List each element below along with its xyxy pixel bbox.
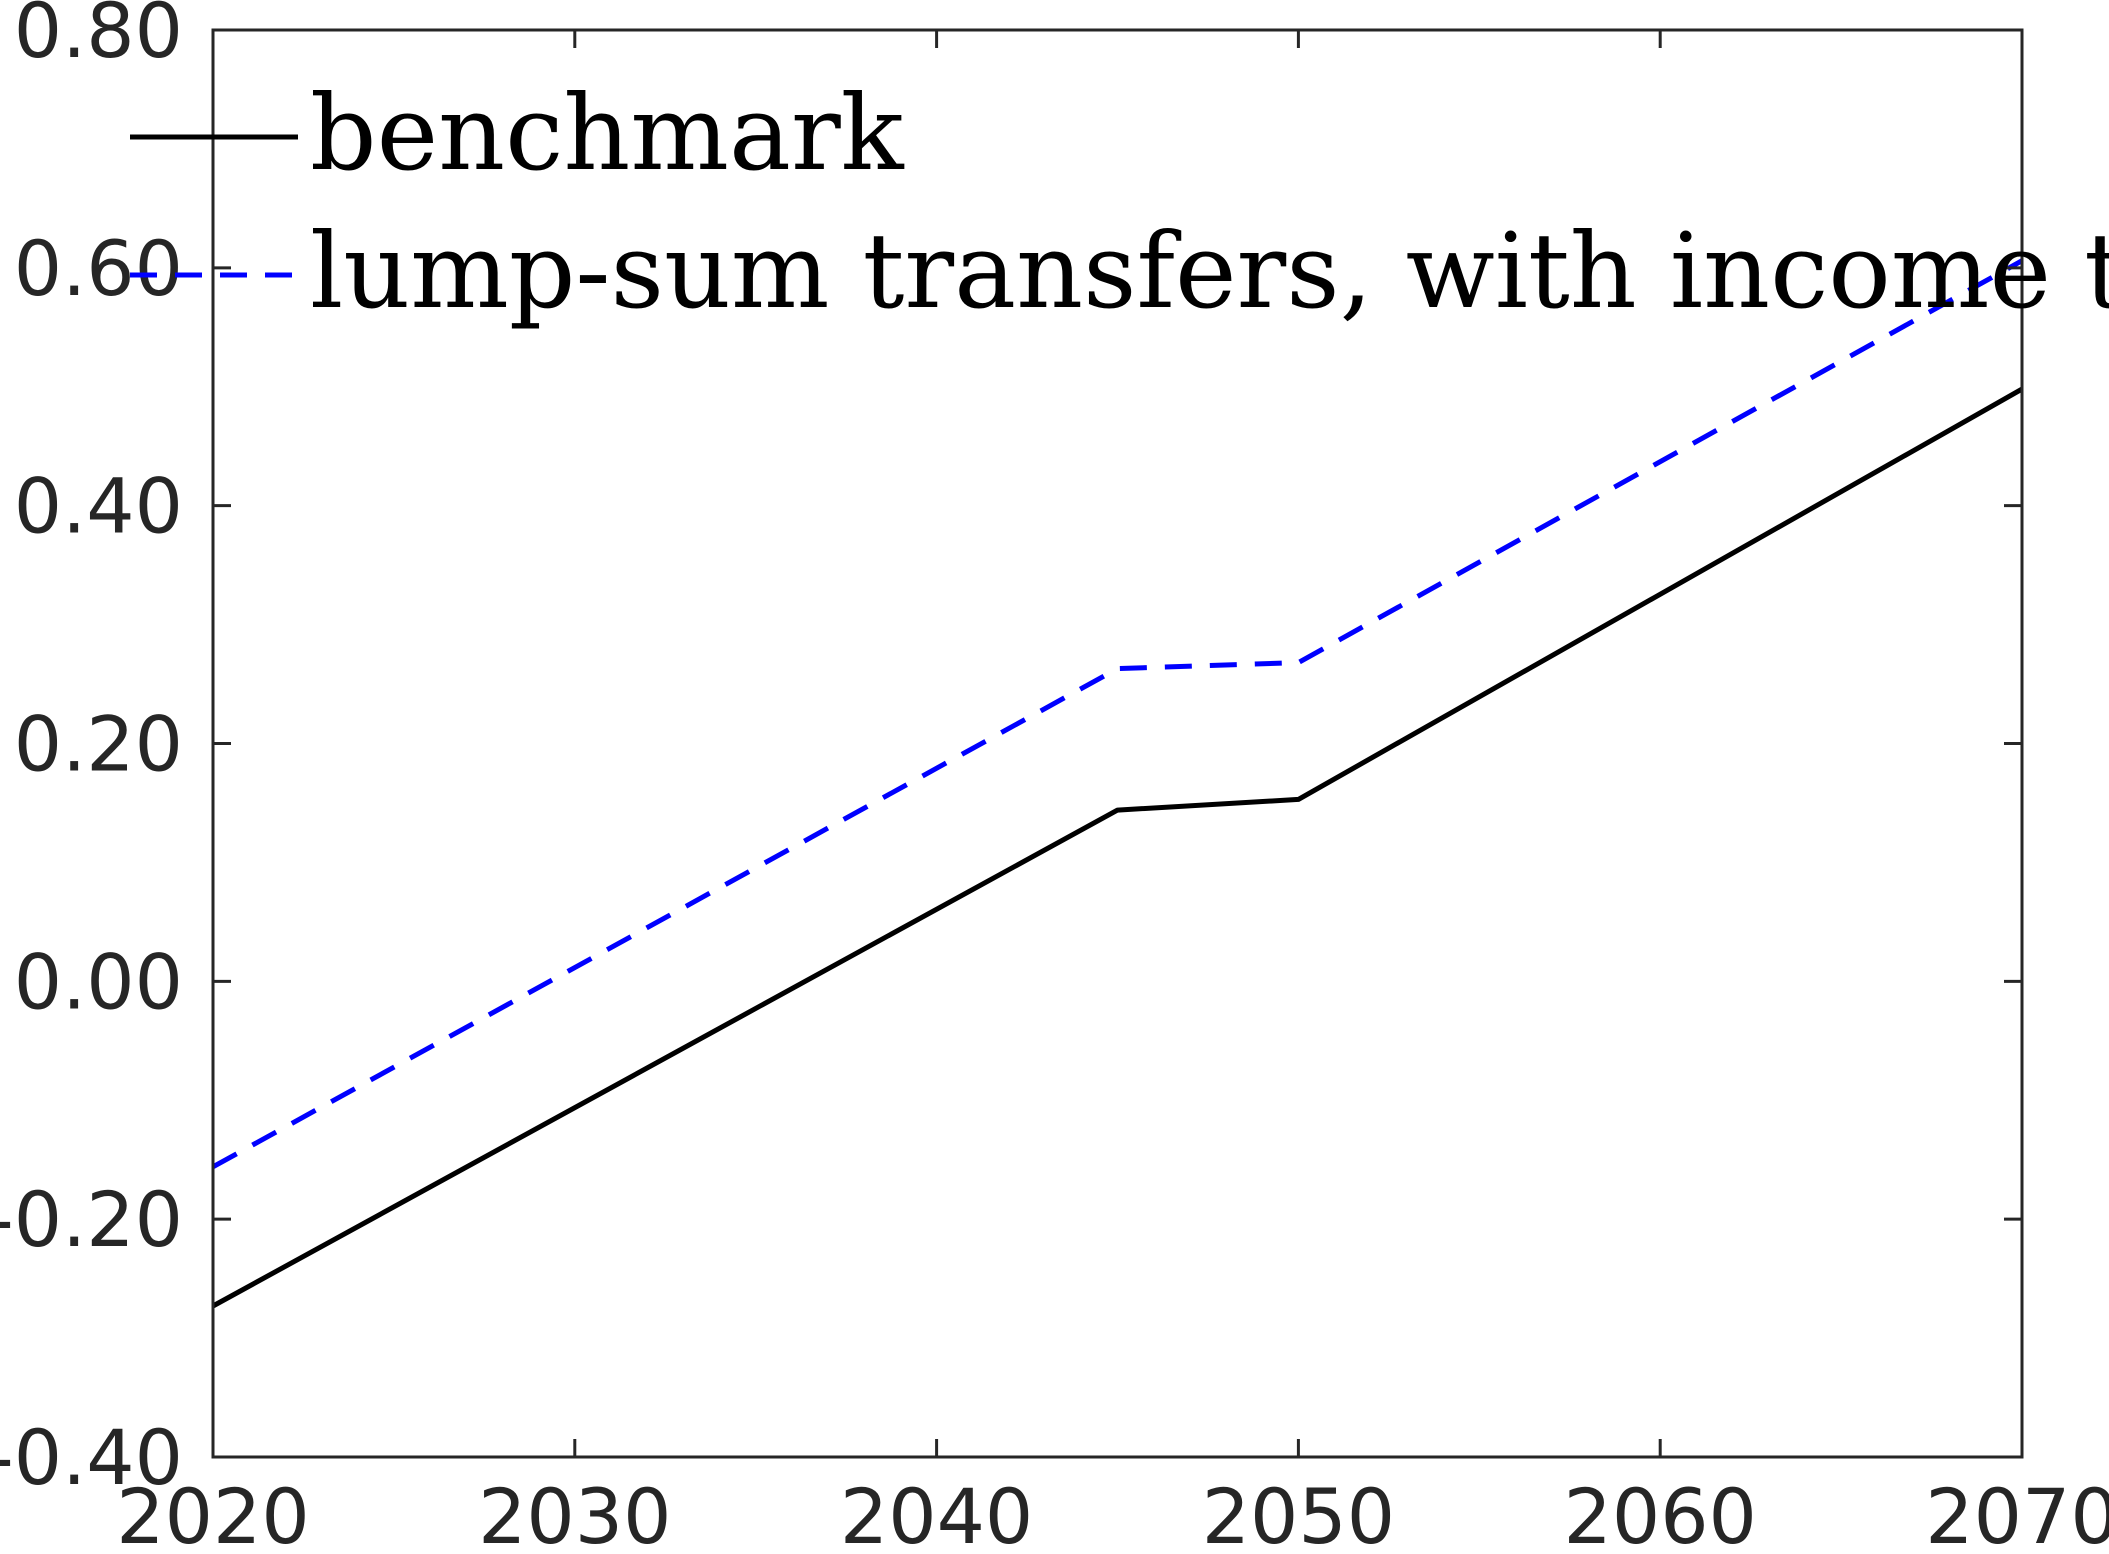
plot-lines xyxy=(211,258,2024,1309)
y-tick-label: -0.20 xyxy=(0,1175,183,1264)
series-line-2 xyxy=(211,258,2024,1169)
x-tick-label: 2020 xyxy=(116,1472,309,1554)
x-tick-label: 2060 xyxy=(1563,1472,1756,1554)
legend: benchmark lump-sum transfers, with income… xyxy=(130,72,2109,332)
legend-label-2: lump-sum transfers, with income tax xyxy=(310,210,2109,332)
axis-ticks xyxy=(211,28,2024,1459)
y-tick-label: -0.40 xyxy=(0,1413,183,1502)
x-tick-label: 2050 xyxy=(1202,1472,1395,1554)
x-tick-label: 2030 xyxy=(478,1472,671,1554)
x-tick-label: 2070 xyxy=(1925,1472,2109,1554)
y-tick-label: 0.80 xyxy=(14,0,183,75)
y-tick-label: 0.00 xyxy=(14,937,183,1026)
legend-label-1: benchmark xyxy=(310,72,905,194)
series-line-1 xyxy=(211,386,2024,1309)
y-tick-label: 0.60 xyxy=(14,224,183,313)
x-tick-label: 2040 xyxy=(840,1472,1033,1554)
y-tick-label: 0.40 xyxy=(14,462,183,551)
y-tick-label: 0.20 xyxy=(14,700,183,789)
